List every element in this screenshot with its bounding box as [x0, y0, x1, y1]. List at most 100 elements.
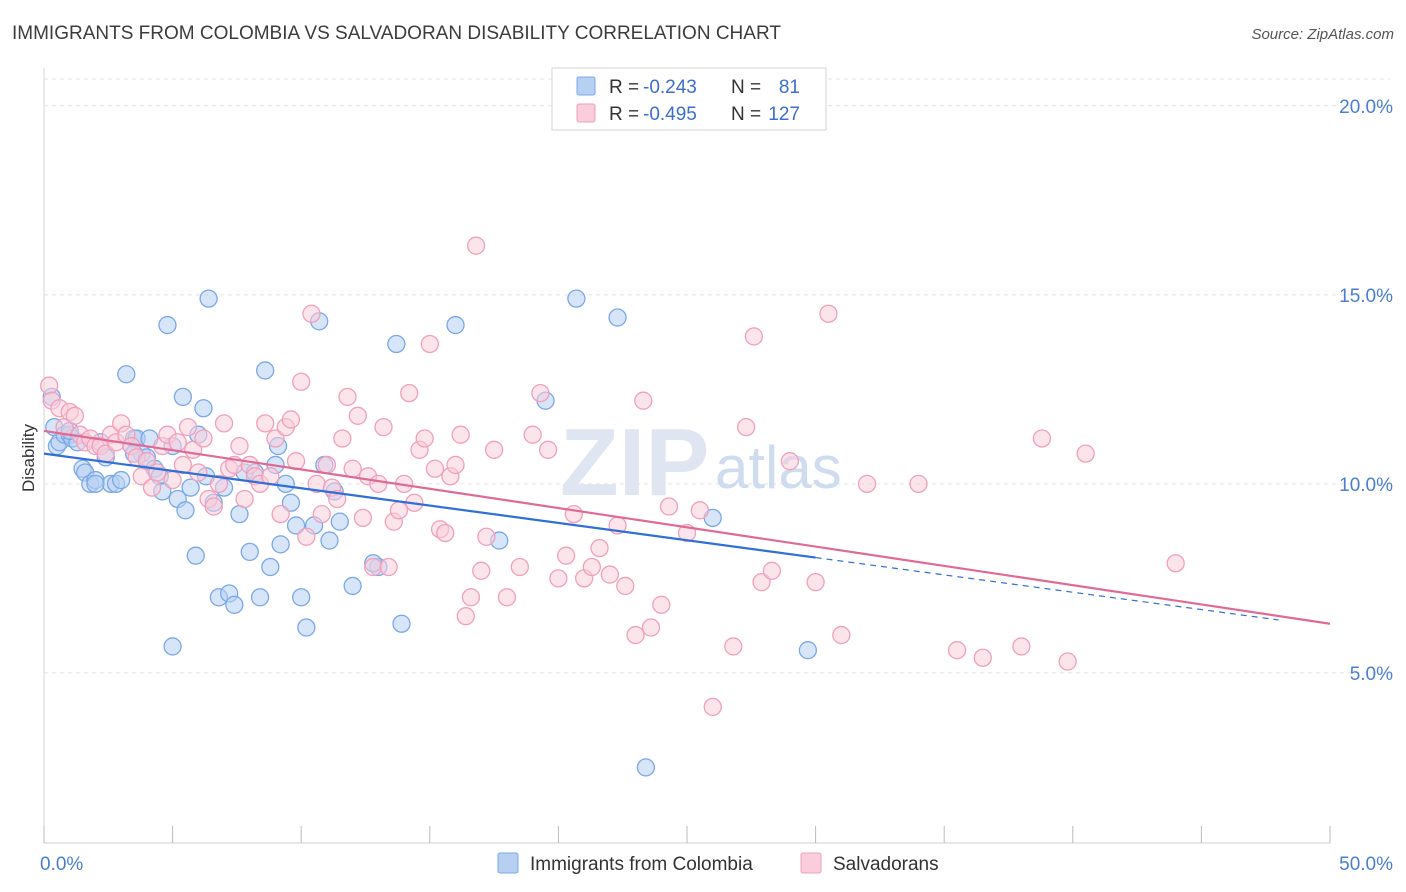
- salvadorans-point-27: [178, 417, 198, 437]
- salvadorans-point-120: [973, 648, 992, 667]
- salvadorans-point-74: [420, 334, 439, 354]
- salvadorans-point-112: [762, 561, 782, 580]
- series-colombia-points: [42, 289, 818, 777]
- colombia-point-16: [112, 470, 131, 490]
- salvadorans-point-79: [446, 455, 465, 475]
- salvadorans-point-47: [281, 410, 301, 429]
- salvadorans-point-0: [39, 376, 59, 395]
- colombia-point-70: [608, 308, 627, 327]
- colombia-point-44: [240, 542, 259, 562]
- salvadorans-point-30: [194, 429, 213, 448]
- stats-r-value-salvadorans: -0.495: [643, 104, 697, 125]
- trend-line-salvadorans: [43, 429, 1331, 625]
- colombia-point-71: [636, 758, 655, 777]
- colombia-point-55: [297, 618, 316, 637]
- salvadorans-point-124: [1076, 444, 1095, 463]
- stats-n-value-salvadorans: 127: [768, 104, 800, 125]
- colombia-point-52: [281, 493, 301, 512]
- salvadorans-point-53: [312, 504, 331, 524]
- salvadorans-point-82: [461, 588, 481, 607]
- salvadorans-point-21: [148, 463, 167, 482]
- colombia-point-17: [117, 365, 136, 384]
- colombia-point-36: [199, 289, 218, 308]
- colombia-point-53: [286, 516, 306, 535]
- salvadorans-point-126: [477, 527, 496, 546]
- colombia-point-41: [225, 595, 244, 614]
- salvadorans-point-49: [292, 372, 311, 391]
- colombia-point-30: [173, 387, 193, 407]
- salvadorans-point-125: [1166, 554, 1185, 573]
- y-tick-label-1: 10.0%: [1339, 475, 1393, 496]
- colombia-point-51: [276, 474, 295, 494]
- trend-line-colombia: [43, 452, 816, 559]
- salvadorans-point-58: [338, 387, 357, 407]
- series-legend: Immigrants from Colombia Salvadorans: [497, 852, 939, 875]
- salvadorans-point-19: [137, 452, 157, 471]
- stats-swatch-colombia: [576, 76, 596, 96]
- colombia-point-54: [292, 588, 311, 607]
- salvadorans-point-65: [374, 417, 393, 437]
- x-ticks: [43, 826, 1331, 843]
- salvadorans-point-38: [235, 489, 254, 509]
- legend-swatch-colombia: [497, 852, 519, 874]
- salvadorans-point-92: [556, 546, 576, 565]
- salvadorans-point-108: [724, 637, 743, 656]
- salvadorans-point-87: [510, 557, 529, 577]
- x-tick-label-0: 0.0%: [40, 854, 83, 875]
- salvadorans-point-59: [343, 459, 362, 478]
- salvadorans-point-93: [564, 504, 583, 524]
- salvadorans-point-110: [744, 327, 764, 346]
- stats-swatch-salvadorans: [576, 103, 596, 123]
- salvadorans-point-85: [484, 440, 504, 459]
- salvadorans-point-89: [531, 383, 550, 403]
- salvadorans-point-102: [641, 618, 661, 637]
- y-axis-label: Disability: [19, 423, 38, 492]
- chart-source: Source: ZipAtlas.com: [1251, 26, 1394, 43]
- salvadorans-point-109: [737, 417, 756, 437]
- salvadorans-point-34: [214, 414, 234, 433]
- colombia-point-42: [230, 504, 249, 524]
- salvadorans-point-24: [163, 470, 182, 490]
- salvadorans-point-90: [538, 440, 558, 459]
- salvadorans-point-122: [1032, 429, 1052, 448]
- salvadorans-point-32: [204, 497, 223, 516]
- salvadorans-point-95: [582, 557, 601, 577]
- salvadorans-point-81: [456, 607, 475, 626]
- salvadorans-point-111: [752, 572, 771, 592]
- salvadorans-point-60: [348, 406, 367, 425]
- salvadorans-point-103: [652, 595, 671, 614]
- stats-legend: R = -0.243 N = 81 R = -0.495 N = 127: [551, 67, 827, 131]
- grid-lines: [44, 78, 1390, 674]
- stats-n-label-colombia: N =: [731, 77, 761, 98]
- salvadorans-point-121: [1012, 637, 1031, 656]
- salvadorans-point-123: [1058, 652, 1077, 671]
- watermark-zip: ZIP: [560, 409, 709, 516]
- stats-r-label-salvadorans: R =: [609, 104, 639, 125]
- salvadorans-point-88: [523, 425, 542, 444]
- colombia-point-75: [163, 637, 182, 656]
- x-tick-labels: 0.0% 50.0%: [40, 854, 1393, 875]
- stats-n-value-colombia: 81: [779, 77, 800, 98]
- y-tick-labels: 5.0% 10.0% 15.0% 20.0%: [1339, 97, 1393, 685]
- colombia-point-47: [256, 361, 275, 380]
- series-salvadorans-points: [39, 236, 1185, 717]
- legend-label-salvadorans: Salvadorans: [833, 854, 939, 875]
- salvadorans-point-51: [302, 304, 321, 323]
- salvadorans-point-86: [497, 588, 517, 607]
- salvadorans-point-114: [806, 572, 825, 592]
- chart-title: IMMIGRANTS FROM COLOMBIA VS SALVADORAN D…: [12, 23, 781, 44]
- colombia-point-64: [387, 334, 406, 354]
- salvadorans-point-100: [626, 625, 645, 645]
- salvadorans-point-33: [209, 474, 229, 494]
- y-tick-label-0: 5.0%: [1350, 664, 1393, 685]
- stats-legend-box: [551, 67, 827, 131]
- colombia-point-59: [320, 531, 339, 550]
- salvadorans-point-57: [333, 429, 352, 448]
- watermark-atlas: atlas: [715, 434, 842, 501]
- colombia-point-35: [194, 399, 213, 418]
- salvadorans-point-91: [549, 569, 568, 588]
- salvadorans-point-44: [266, 429, 285, 448]
- colombia-point-69: [567, 289, 586, 308]
- salvadorans-point-68: [389, 501, 409, 520]
